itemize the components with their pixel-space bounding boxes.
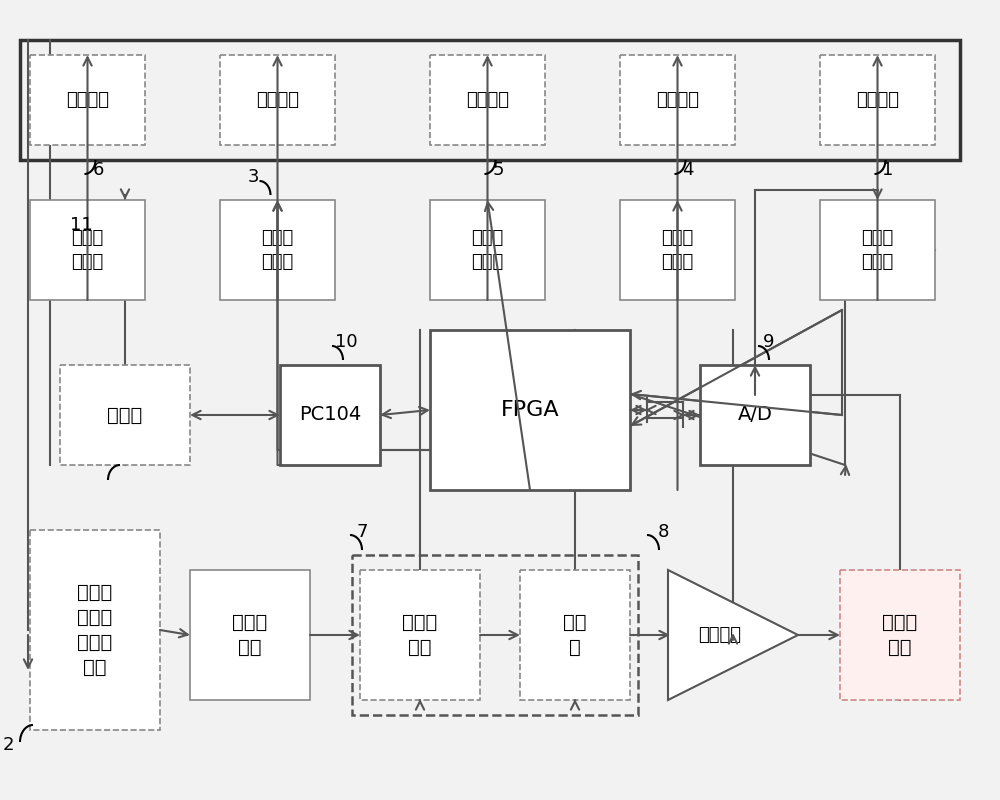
- Text: 光轴准直: 光轴准直: [656, 91, 699, 109]
- Text: 双色探
测器: 双色探 测器: [232, 613, 268, 657]
- Text: A/D: A/D: [738, 406, 772, 425]
- Text: 步进电
机控制: 步进电 机控制: [471, 230, 504, 270]
- Text: 出射狭缝: 出射狭缝: [66, 91, 109, 109]
- Bar: [30, 530, 160, 730]
- Text: FPGA: FPGA: [501, 400, 559, 420]
- Bar: [520, 570, 630, 700]
- Text: 3: 3: [248, 168, 259, 186]
- Text: 转动光栅: 转动光栅: [256, 91, 299, 109]
- Bar: [430, 200, 545, 300]
- Text: 程控放大: 程控放大: [698, 626, 742, 644]
- Text: 10: 10: [335, 333, 358, 351]
- Text: 1: 1: [883, 161, 894, 179]
- Bar: [620, 55, 735, 145]
- Text: 主控机: 主控机: [107, 406, 143, 425]
- Bar: [30, 200, 145, 300]
- Bar: [360, 570, 480, 700]
- Text: 7: 7: [357, 523, 368, 541]
- Bar: [352, 555, 638, 715]
- Text: 11: 11: [70, 216, 93, 234]
- Text: 4: 4: [682, 161, 694, 179]
- Bar: [30, 55, 145, 145]
- Bar: [190, 570, 310, 700]
- Text: 9: 9: [763, 333, 774, 351]
- Text: 光衰减器: 光衰减器: [466, 91, 509, 109]
- Text: 抗混叠
滤波: 抗混叠 滤波: [882, 613, 918, 657]
- Text: 步进电
机控制: 步进电 机控制: [661, 230, 694, 270]
- Text: PC104: PC104: [299, 406, 361, 425]
- Bar: [820, 55, 935, 145]
- Text: 2: 2: [3, 736, 14, 754]
- Bar: [840, 570, 960, 700]
- Text: 入射狭缝: 入射狭缝: [856, 91, 899, 109]
- Bar: [220, 55, 335, 145]
- Text: 5: 5: [492, 161, 504, 179]
- Text: 双通光
栅单色
仪分光
模块: 双通光 栅单色 仪分光 模块: [77, 583, 113, 677]
- Bar: [280, 365, 380, 465]
- Text: 步进电
机控制: 步进电 机控制: [861, 230, 894, 270]
- Bar: [620, 200, 735, 300]
- Bar: [220, 200, 335, 300]
- Text: 6: 6: [92, 161, 104, 179]
- Bar: [430, 330, 630, 490]
- Bar: [820, 200, 935, 300]
- Bar: [700, 365, 810, 465]
- Text: 步进电
机控制: 步进电 机控制: [71, 230, 104, 270]
- Text: 8: 8: [658, 523, 669, 541]
- Bar: [60, 365, 190, 465]
- Bar: [20, 40, 960, 160]
- Text: 前置放
大器: 前置放 大器: [402, 613, 438, 657]
- Bar: [430, 55, 545, 145]
- Text: 直流电
机控制: 直流电 机控制: [261, 230, 294, 270]
- Polygon shape: [668, 570, 798, 700]
- Text: 滤波
器: 滤波 器: [563, 613, 587, 657]
